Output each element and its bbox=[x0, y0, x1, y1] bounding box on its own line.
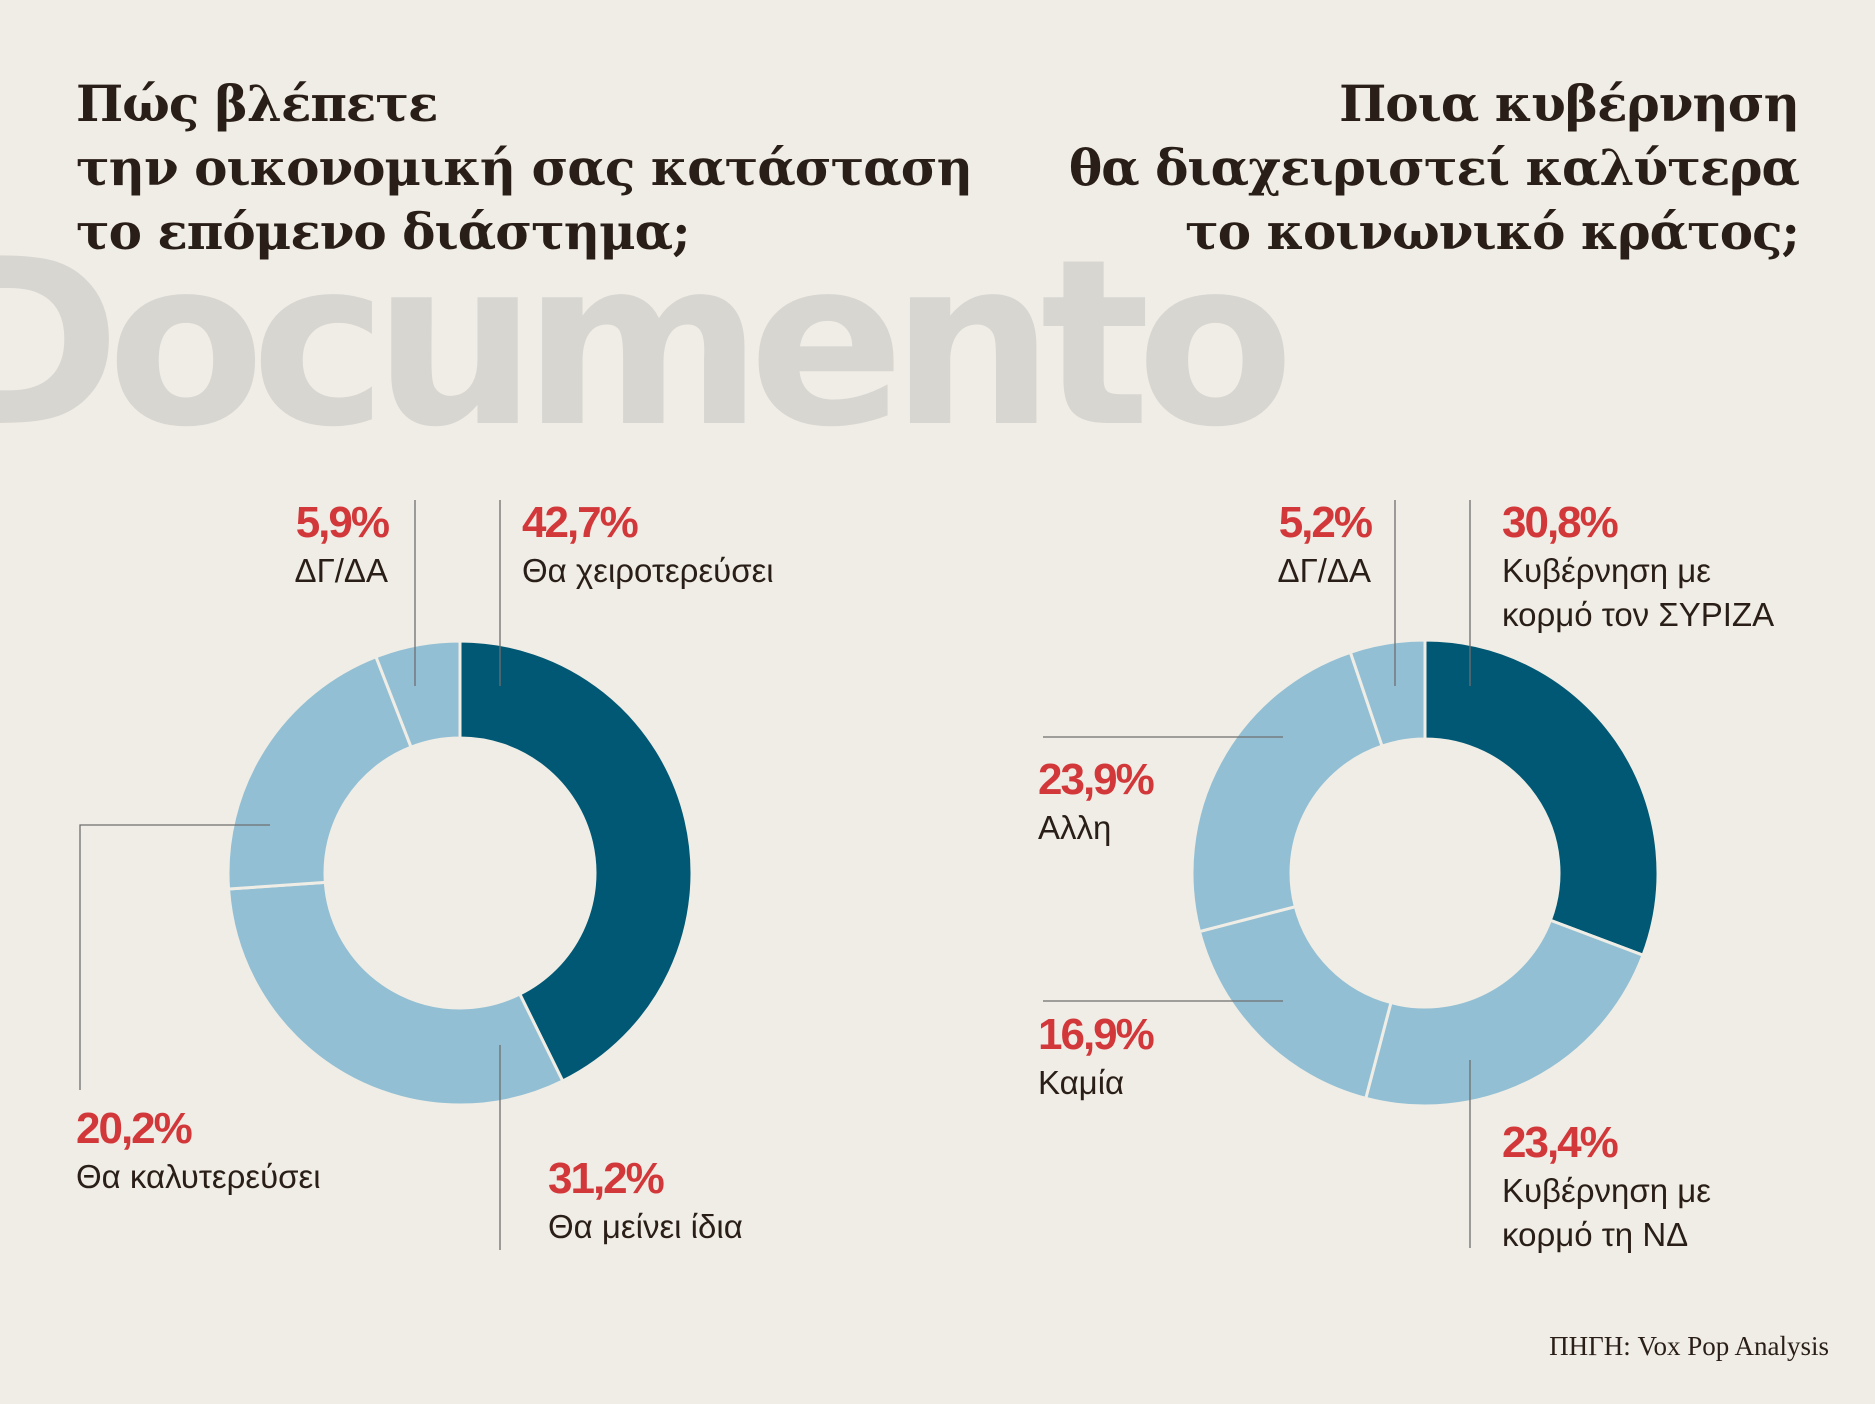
c1-label-same: 31,2% Θα μείνει ίδια bbox=[548, 1153, 743, 1249]
c1-pct-same: 31,2% bbox=[548, 1154, 665, 1203]
c1-cat-dkna: ΔΓ/ΔΑ bbox=[294, 552, 388, 589]
chart-1-title: Πώς βλέπετε την οικονομική σας κατάσταση… bbox=[76, 72, 973, 264]
chart-2-title-line-1: Ποια κυβέρνηση bbox=[1339, 74, 1800, 133]
chart-2-title-line-3: το κοινωνικό κράτος; bbox=[1185, 202, 1800, 261]
c1-cat-better: Θα καλυτερεύσει bbox=[76, 1158, 321, 1195]
c2-pct-syriza: 30,8% bbox=[1502, 498, 1619, 547]
donut-1-slice-4 bbox=[374, 639, 462, 750]
leader-line-c1-better bbox=[79, 824, 270, 1090]
c2-label-dkna: 5,2% ΔΓ/ΔΑ bbox=[1277, 497, 1373, 593]
c1-label-dkna: 5,9% ΔΓ/ΔΑ bbox=[294, 497, 390, 593]
c1-label-worse: 42,7% Θα χειροτερεύσει bbox=[522, 497, 774, 593]
donut-2-slice-2 bbox=[1363, 918, 1645, 1108]
source-credit: ΠΗΓΗ: Vox Pop Analysis bbox=[1549, 1331, 1829, 1361]
c1-pct-worse: 42,7% bbox=[522, 498, 639, 547]
chart-1-title-line-1: Πώς βλέπετε bbox=[76, 74, 438, 133]
c2-cat-other: Αλλη bbox=[1038, 809, 1112, 846]
c2-cat-dkna: ΔΓ/ΔΑ bbox=[1277, 552, 1371, 589]
donut-2-slice-5 bbox=[1348, 638, 1427, 748]
c2-label-none: 16,9% Καμία bbox=[1038, 1009, 1155, 1105]
c1-label-better: 20,2% Θα καλυτερεύσει bbox=[76, 1103, 321, 1199]
leader-lines bbox=[79, 500, 1471, 1250]
donut-2-slice-3 bbox=[1197, 904, 1393, 1101]
donut-1-slice-3 bbox=[226, 654, 414, 891]
c2-pct-other: 23,9% bbox=[1038, 755, 1155, 804]
c2-pct-dkna: 5,2% bbox=[1278, 498, 1373, 547]
c2-cat-nd-line-1: Κυβέρνηση με bbox=[1502, 1172, 1711, 1209]
c2-cat-syriza-line-2: κορμό τον ΣΥΡΙΖΑ bbox=[1502, 596, 1775, 633]
c2-pct-nd: 23,4% bbox=[1502, 1118, 1619, 1167]
watermark-logo: Documento bbox=[0, 211, 1294, 478]
c1-cat-worse: Θα χειροτερεύσει bbox=[522, 552, 774, 589]
c2-label-other: 23,9% Αλλη bbox=[1038, 754, 1155, 850]
chart-1-title-line-2: την οικονομική σας κατάσταση bbox=[76, 138, 973, 197]
c2-label-syriza: 30,8% Κυβέρνηση με κορμό τον ΣΥΡΙΖΑ bbox=[1502, 497, 1774, 637]
chart-2-title: Ποια κυβέρνηση θα διαχειριστεί καλύτερα … bbox=[1068, 72, 1800, 264]
c2-label-nd: 23,4% Κυβέρνηση με κορμό τη ΝΔ bbox=[1502, 1117, 1711, 1257]
donut-2-slice-4 bbox=[1190, 650, 1384, 934]
donut-chart-1 bbox=[226, 639, 694, 1107]
donut-2-slice-1 bbox=[1423, 638, 1660, 958]
donut-chart-2 bbox=[1190, 638, 1660, 1108]
donut-1-slice-2 bbox=[226, 880, 565, 1107]
c2-pct-none: 16,9% bbox=[1038, 1010, 1155, 1059]
donut-1-slice-1 bbox=[458, 639, 694, 1084]
chart-1-title-line-3: το επόμενο διάστημα; bbox=[76, 202, 691, 261]
c2-cat-syriza-line-1: Κυβέρνηση με bbox=[1502, 552, 1711, 589]
chart-2-title-line-2: θα διαχειριστεί καλύτερα bbox=[1068, 138, 1800, 197]
c1-pct-better: 20,2% bbox=[76, 1104, 193, 1153]
c2-cat-none: Καμία bbox=[1038, 1064, 1125, 1101]
c1-pct-dkna: 5,9% bbox=[295, 498, 390, 547]
c1-cat-same: Θα μείνει ίδια bbox=[548, 1208, 743, 1245]
c2-cat-nd-line-2: κορμό τη ΝΔ bbox=[1502, 1216, 1689, 1253]
